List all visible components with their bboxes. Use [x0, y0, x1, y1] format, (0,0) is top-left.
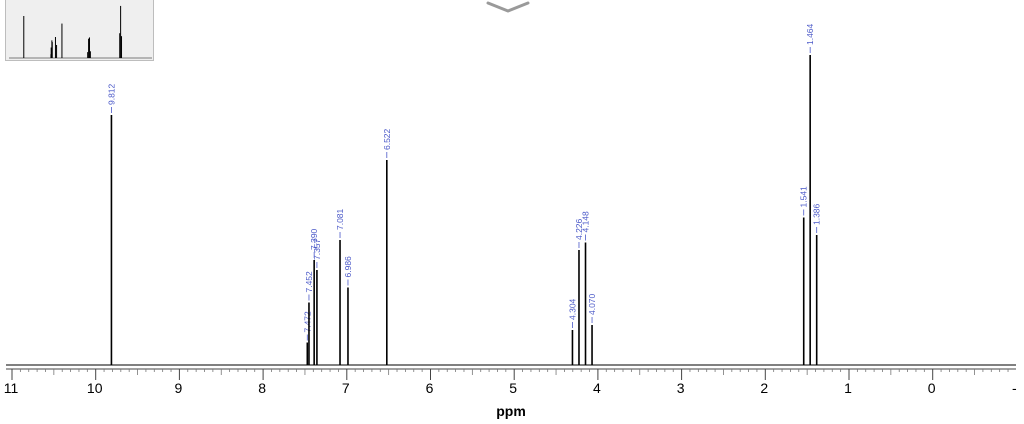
peak-label: 4.304 [567, 298, 577, 320]
peak-label: 6.522 [382, 128, 392, 150]
x-tick-label: 9 [175, 380, 183, 396]
x-axis-title: ppm [496, 403, 526, 419]
peak-label: 9.812 [106, 83, 116, 105]
x-tick-label: 1 [844, 380, 852, 396]
x-tick-label: 0 [928, 380, 936, 396]
x-tick-label: 7 [342, 380, 350, 396]
peak-label: 7.357 [312, 238, 322, 260]
peak-label: 7.081 [335, 208, 345, 230]
x-tick-label-edge: - [1012, 380, 1017, 396]
peak-label: 7.452 [304, 271, 314, 293]
x-tick-label: 10 [87, 380, 103, 396]
peak-label: 1.386 [812, 203, 822, 225]
x-tick-label: 8 [258, 380, 266, 396]
peak-label: 6.986 [343, 256, 353, 278]
x-tick-label: 3 [677, 380, 685, 396]
peak-label: 4.070 [587, 293, 597, 315]
overview-mini-spectrum [9, 5, 152, 59]
x-tick-label: 6 [426, 380, 434, 396]
x-tick-label: 4 [593, 380, 601, 396]
peak-label: 7.472 [302, 311, 312, 333]
x-tick-label: 11 [4, 380, 19, 396]
peak-label: 4.148 [581, 211, 591, 233]
spectrum-overview-thumbnail[interactable] [5, 0, 154, 61]
peak-label: 1.464 [805, 23, 815, 45]
peak-label: 1.541 [799, 186, 809, 208]
peak-label: 7.390 [309, 228, 319, 250]
collapse-toggle-button[interactable] [482, 0, 534, 16]
x-tick-label: 2 [760, 380, 768, 396]
peak-label: 4.226 [574, 218, 584, 240]
x-tick-label: 5 [509, 380, 517, 396]
chevron-down-icon [486, 1, 530, 13]
